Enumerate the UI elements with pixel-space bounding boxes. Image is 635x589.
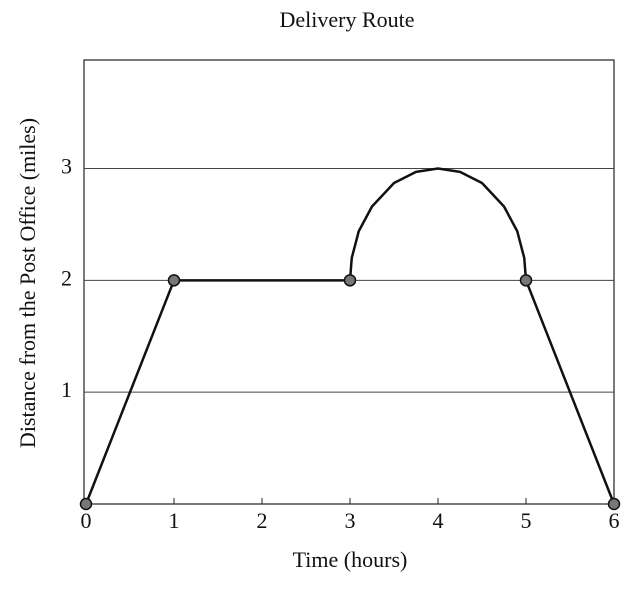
y-tick-label: 3 — [61, 154, 72, 179]
point-marker — [79, 497, 93, 511]
x-tick-label: 0 — [81, 508, 92, 533]
x-tick-label: 6 — [609, 508, 620, 533]
y-axis-label: Distance from the Post Office (miles) — [15, 118, 40, 448]
plot-frame — [83, 59, 615, 505]
point-marker — [167, 274, 181, 287]
y-tick-label: 1 — [61, 377, 72, 402]
x-tick-label: 2 — [257, 508, 268, 533]
x-tick-label: 5 — [521, 508, 532, 533]
point-marker — [343, 274, 357, 287]
point-marker — [519, 274, 533, 287]
y-tick-label: 2 — [61, 265, 72, 290]
x-axis-label: Time (hours) — [293, 547, 408, 572]
x-tick-label: 4 — [433, 508, 444, 533]
chart-title: Delivery Route — [279, 7, 414, 32]
point-marker — [607, 497, 621, 511]
x-tick-label: 3 — [345, 508, 356, 533]
x-tick-label: 1 — [169, 508, 180, 533]
route-line — [84, 167, 616, 505]
